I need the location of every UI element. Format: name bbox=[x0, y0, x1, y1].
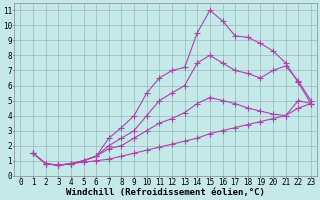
X-axis label: Windchill (Refroidissement éolien,°C): Windchill (Refroidissement éolien,°C) bbox=[66, 188, 265, 197]
